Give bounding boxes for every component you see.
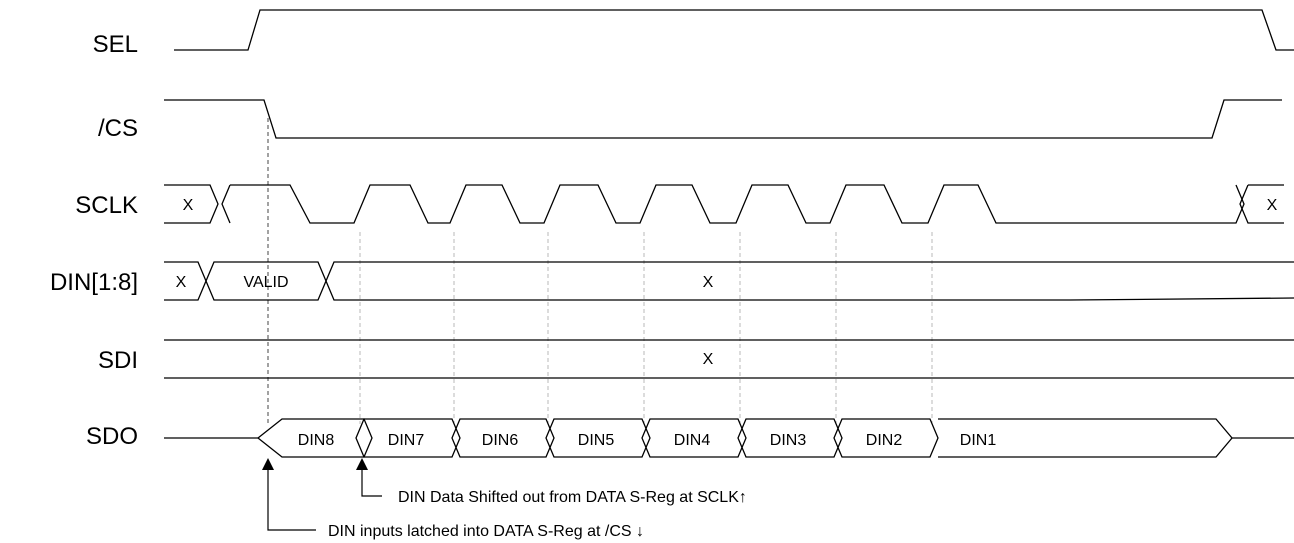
din-x-rest-bottom xyxy=(1069,297,1294,301)
sclk-bus-start-edge xyxy=(221,184,231,224)
sdo-bit-din6: DIN6 xyxy=(482,432,519,449)
sclk-clock xyxy=(230,184,1245,224)
sclk-bus-start xyxy=(164,184,219,224)
sdo-cell-din7 xyxy=(355,418,461,458)
signal-label-sdo: SDO xyxy=(86,423,138,450)
din-x-rest: X xyxy=(703,274,714,291)
waveform-din: X VALID X xyxy=(164,261,1294,301)
waveform-sdo: DIN8 DIN7 DIN6 DIN5 DIN4 DIN3 DIN2 DIN1 xyxy=(164,418,1294,458)
sclk-x-end: X xyxy=(1267,197,1278,214)
sclk-bus-end xyxy=(1239,184,1284,224)
sdo-bit-din1: DIN1 xyxy=(960,432,997,449)
signal-label-cs: /CS xyxy=(98,115,138,142)
sdo-bit-din8: DIN8 xyxy=(298,432,335,449)
sdo-bit-din3: DIN3 xyxy=(770,432,807,449)
sdo-cell-din6 xyxy=(451,418,555,458)
sdo-cell-din5 xyxy=(545,418,651,458)
arrow-shift xyxy=(356,458,382,497)
signal-label-sel: SEL xyxy=(93,31,138,58)
sdo-cell-din3 xyxy=(737,418,843,458)
sclk-x-start: X xyxy=(183,197,194,214)
sdi-x: X xyxy=(703,351,714,368)
sdo-bit-din2: DIN2 xyxy=(866,432,903,449)
waveform-sel xyxy=(174,9,1294,51)
din-valid-label: VALID xyxy=(243,274,288,291)
sdo-bit-din5: DIN5 xyxy=(578,432,615,449)
sdo-cell-din2 xyxy=(833,418,939,458)
sdo-cell-din4 xyxy=(641,418,747,458)
annotation-shift: DIN Data Shifted out from DATA S-Reg at … xyxy=(356,458,747,506)
waveform-cs xyxy=(164,99,1282,139)
annotation-latch: DIN inputs latched into DATA S-Reg at /C… xyxy=(262,458,644,540)
sdo-bit-din4: DIN4 xyxy=(674,432,711,449)
din-x-rest-cell xyxy=(325,261,1294,301)
arrow-latch xyxy=(262,458,316,531)
sdo-bit-din7: DIN7 xyxy=(388,432,425,449)
waveform-sdi: X xyxy=(164,339,1294,379)
signal-label-din: DIN[1:8] xyxy=(50,269,138,296)
latch-note: DIN inputs latched into DATA S-Reg at /C… xyxy=(328,523,644,540)
shift-note: DIN Data Shifted out from DATA S-Reg at … xyxy=(398,489,747,506)
signal-label-sclk: SCLK xyxy=(75,192,138,219)
waveform-sclk: X X xyxy=(164,184,1284,224)
din-x-start: X xyxy=(176,274,187,291)
din-valid-cell xyxy=(205,261,327,301)
guide-lines xyxy=(267,118,933,424)
signal-label-sdi: SDI xyxy=(98,347,138,374)
sdo-cell-din8 xyxy=(257,418,373,458)
